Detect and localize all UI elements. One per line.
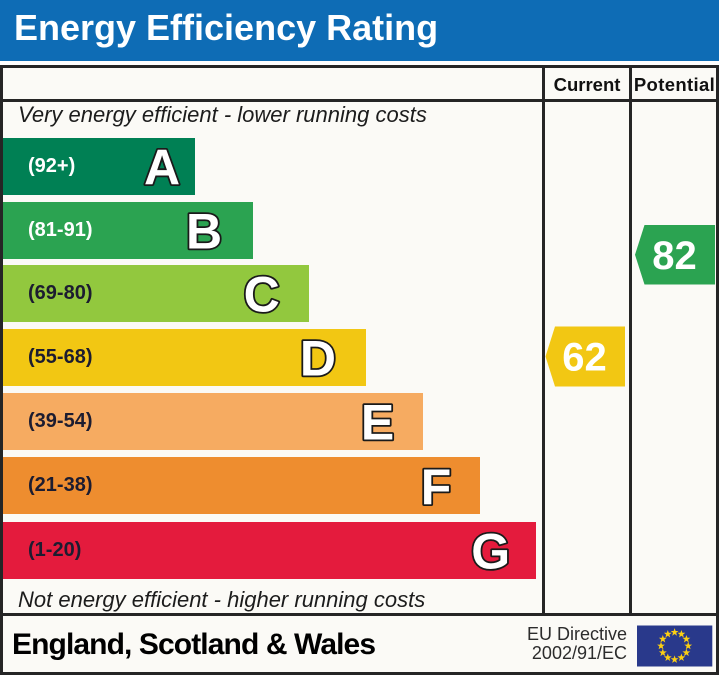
svg-text:62: 62 — [562, 336, 607, 380]
svg-text:82: 82 — [652, 234, 697, 278]
svg-text:G: G — [471, 524, 510, 580]
svg-text:D: D — [300, 331, 336, 387]
svg-text:B: B — [186, 204, 222, 260]
svg-text:F: F — [421, 459, 452, 515]
svg-text:E: E — [361, 395, 394, 451]
svg-text:A: A — [144, 140, 180, 196]
svg-text:C: C — [244, 267, 280, 323]
